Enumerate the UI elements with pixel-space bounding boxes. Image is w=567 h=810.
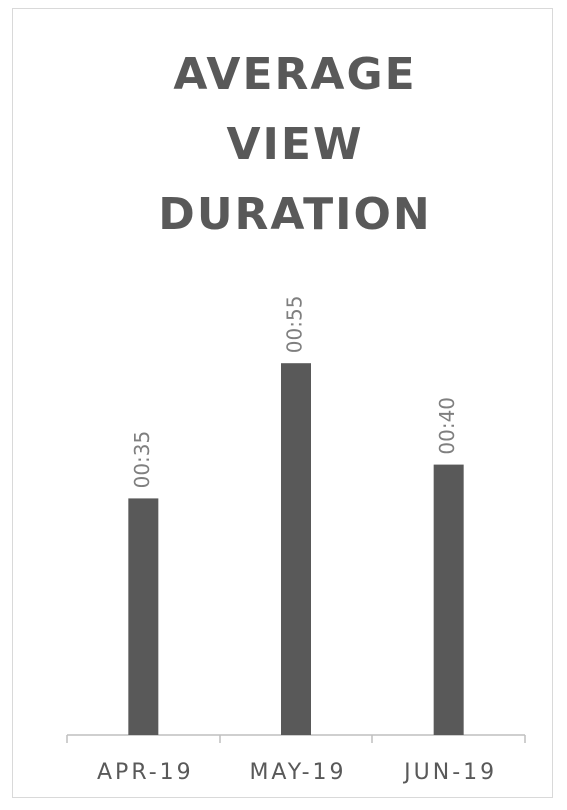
bar [128, 498, 159, 735]
bar [433, 464, 464, 735]
x-tick-label: MAY-19 [249, 760, 346, 785]
x-tick-label: JUN-19 [402, 760, 497, 785]
data-label: 00:40 [435, 397, 459, 455]
data-label: 00:55 [283, 296, 307, 354]
x-tick-label: APR-19 [97, 760, 194, 785]
chart-frame [12, 8, 553, 798]
chart-title: AVERAGE VIEW DURATION [158, 49, 432, 240]
bar [281, 363, 311, 735]
data-label: 00:35 [130, 431, 154, 489]
